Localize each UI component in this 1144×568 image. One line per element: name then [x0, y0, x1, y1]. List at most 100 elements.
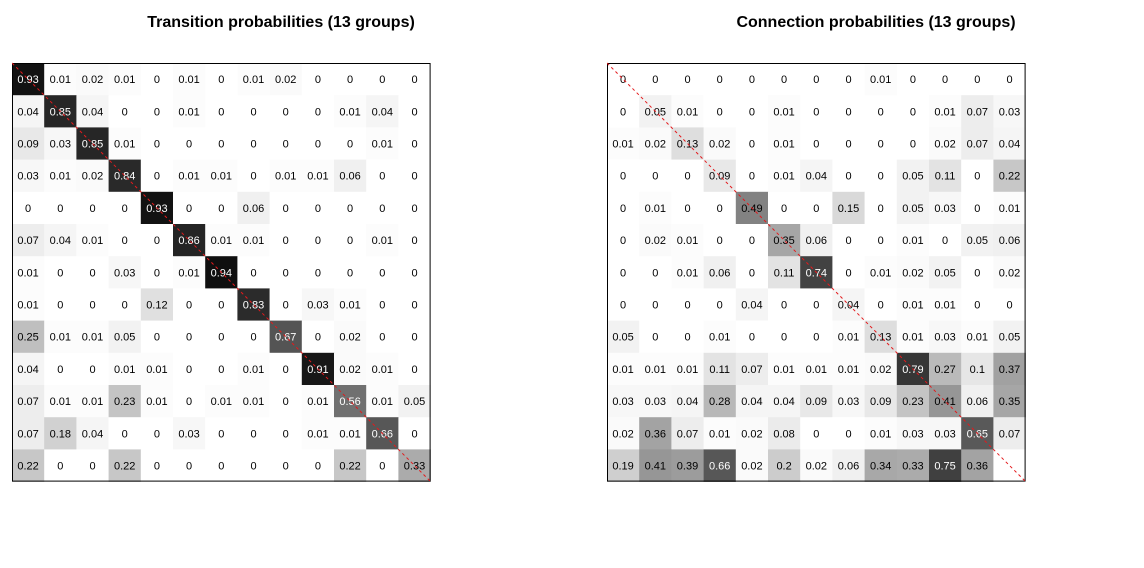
heatmap-cell — [671, 417, 704, 450]
heatmap-cell — [993, 159, 1026, 193]
heatmap-cell — [301, 320, 335, 354]
heatmap-cell — [768, 417, 801, 450]
heatmap-cell — [961, 159, 994, 193]
cell-value-label: 0 — [154, 428, 160, 440]
heatmap-cell — [76, 320, 109, 354]
heatmap-cell — [44, 256, 77, 289]
heatmap-cell — [44, 63, 77, 96]
heatmap-cell — [961, 449, 994, 482]
heatmap-cell — [671, 224, 704, 257]
cell-value-label: 0.03 — [999, 106, 1020, 118]
cell-value-label: 0 — [122, 203, 128, 215]
heatmap-cell — [44, 191, 77, 225]
heatmap-cell — [173, 256, 206, 289]
cell-value-label: 0 — [411, 364, 417, 376]
cell-value-label: 0.35 — [999, 396, 1020, 408]
cell-value-label: 0 — [250, 267, 256, 279]
heatmap-cell — [398, 95, 431, 128]
heatmap-cell — [237, 191, 270, 225]
cell-value-label: 0 — [379, 203, 385, 215]
heatmap-cell — [896, 385, 930, 418]
heatmap-cell — [639, 449, 672, 482]
heatmap-cell — [398, 417, 431, 450]
heatmap-cell — [929, 352, 962, 386]
heatmap-cell — [896, 191, 930, 225]
cell-value-label: 0.22 — [17, 461, 38, 473]
heatmap-cell — [301, 417, 335, 450]
heatmap-cell — [301, 385, 335, 418]
cell-value-label: 0.22 — [999, 171, 1020, 183]
cell-value-label: 0.11 — [935, 171, 956, 183]
cell-value-label: 0.04 — [50, 235, 71, 247]
cell-value-label: 0 — [315, 203, 321, 215]
heatmap-cell — [735, 417, 769, 450]
cell-value-label: 0 — [1006, 300, 1012, 312]
heatmap-cell — [366, 63, 399, 96]
heatmap-cell — [703, 63, 737, 96]
cell-value-label: 0.49 — [741, 203, 762, 215]
heatmap-cell — [108, 385, 142, 418]
cell-value-label: 0.01 — [967, 332, 988, 344]
cell-value-label: 0.04 — [806, 171, 827, 183]
cell-value-label: 0.01 — [806, 364, 827, 376]
heatmap-cell — [76, 417, 109, 450]
cell-value-label: 0.66 — [372, 428, 393, 440]
heatmap-cell — [237, 449, 270, 482]
heatmap-cell — [993, 352, 1026, 386]
cell-value-label: 0 — [845, 171, 851, 183]
cell-value-label: 0 — [620, 300, 626, 312]
heatmap-cell — [864, 417, 898, 450]
cell-value-label: 0 — [910, 106, 916, 118]
heatmap-cell — [140, 127, 174, 160]
heatmap-cell — [398, 385, 431, 418]
cell-value-label: 0.06 — [806, 235, 827, 247]
cell-value-label: 0 — [942, 74, 948, 86]
cell-value-label: 0 — [283, 203, 289, 215]
heatmap-cell — [993, 224, 1026, 257]
cell-value-label: 0 — [218, 461, 224, 473]
cell-value-label: 0 — [845, 235, 851, 247]
cell-value-label: 0.08 — [773, 428, 794, 440]
cell-value-label: 0.01 — [677, 106, 698, 118]
cell-value-label: 0.85 — [50, 106, 71, 118]
heatmap-cell — [237, 159, 270, 193]
cell-value-label: 0.01 — [677, 267, 698, 279]
heatmap-cell — [301, 63, 335, 96]
heatmap-cell — [237, 417, 270, 450]
cell-value-label: 0 — [411, 203, 417, 215]
heatmap-cell — [173, 449, 206, 482]
heatmap-cell — [993, 191, 1026, 225]
cell-value-label: 0 — [684, 300, 690, 312]
heatmap-cell — [607, 191, 640, 225]
heatmap-cell — [832, 63, 865, 96]
cell-value-label: 0 — [347, 267, 353, 279]
heatmap-cell — [703, 224, 737, 257]
connection-heatmap: 0 0 0 0 0 0 0 0 0.01 0 0 0 0 0 0.05 0.01 0 0 0.01 0 0 0 0 0.01 0… — [607, 62, 1026, 482]
heatmap-cell — [301, 449, 335, 482]
heatmap-cell — [607, 417, 640, 450]
cell-value-label: 0.04 — [82, 106, 103, 118]
heatmap-cell — [269, 417, 303, 450]
cell-value-label: 0 — [250, 171, 256, 183]
heatmap-cell — [44, 288, 77, 321]
cell-value-label: 0 — [250, 461, 256, 473]
heatmap-cell — [334, 159, 367, 193]
cell-value-label: 0.01 — [372, 235, 393, 247]
cell-value-label: 0.05 — [967, 235, 988, 247]
cell-value-label: 0.01 — [372, 139, 393, 151]
heatmap-cell — [173, 385, 206, 418]
heatmap-cell — [334, 288, 367, 321]
heatmap-cell — [832, 127, 865, 160]
heatmap-cell — [173, 159, 206, 193]
cell-value-label: 0.01 — [709, 428, 730, 440]
heatmap-cell — [398, 224, 431, 257]
cell-value-label: 0 — [283, 461, 289, 473]
cell-value-label: 0.1 — [970, 364, 985, 376]
cell-value-label: 0.35 — [773, 235, 794, 247]
cell-value-label: 0.03 — [178, 428, 199, 440]
heatmap-cell — [832, 385, 865, 418]
heatmap-cell — [639, 385, 672, 418]
heatmap-cell — [800, 191, 833, 225]
heatmap-cell — [398, 352, 431, 386]
heatmap-cell — [768, 63, 801, 96]
